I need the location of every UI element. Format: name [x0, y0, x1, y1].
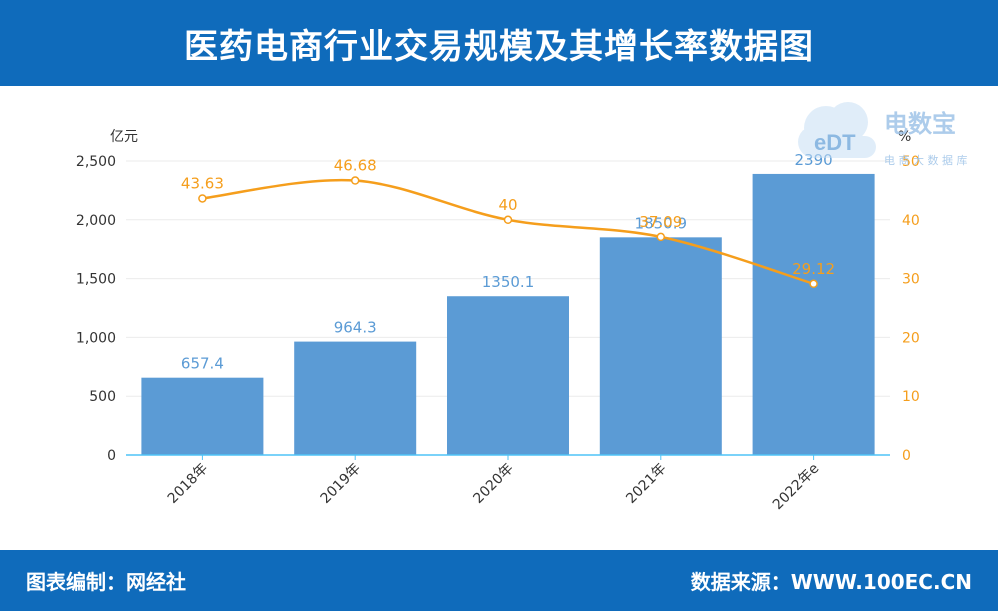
watermark-logo: eDT 电数宝 电 商 大 数 据 库 [798, 102, 967, 167]
x-tick-label: 2021年 [623, 461, 669, 507]
footer-credit: 图表编制：网经社 [26, 570, 186, 594]
page-title: 医药电商行业交易规模及其增长率数据图 [184, 26, 814, 67]
bar [752, 173, 875, 455]
y-right-tick-label: 30 [902, 272, 920, 288]
growth-rate-data-label: 37.09 [639, 213, 682, 231]
bar [294, 341, 417, 455]
growth-rate-data-label: 40 [498, 196, 517, 214]
y-right-tick-label: 50 [902, 154, 920, 170]
watermark-brand: 电数宝 [884, 110, 956, 138]
bar-data-label: 1350.1 [482, 273, 535, 291]
bar [447, 296, 569, 455]
watermark-logo-text: eDT [814, 130, 856, 155]
y-right-tick-label: 10 [902, 389, 920, 405]
x-tick-label: 2020年 [470, 461, 516, 507]
x-tick-label: 2019年 [318, 461, 364, 507]
header-bar: 医药电商行业交易规模及其增长率数据图 [0, 0, 998, 86]
growth-rate-point [198, 194, 207, 203]
y-right-tick-label: 0 [902, 448, 911, 464]
watermark-tagline: 电 商 大 数 据 库 [884, 153, 967, 167]
growth-rate-data-label: 29.12 [792, 260, 835, 278]
y-right-axis-title: % [898, 129, 911, 145]
footer-source: 数据来源：WWW.100EC.CN [690, 570, 972, 594]
growth-rate-point [350, 176, 360, 185]
y-left-tick-label: 1,000 [76, 330, 116, 346]
y-left-tick-label: 2,000 [76, 213, 116, 229]
y-left-tick-label: 1,500 [76, 272, 116, 288]
bar-data-label: 964.3 [334, 319, 377, 337]
chart: 0 500 1,000 1,500 2,000 2,500 0 10 20 30 40 50 亿元 % 20… [76, 129, 920, 514]
x-tick-label: 2018年 [165, 461, 211, 507]
growth-rate-data-label: 43.63 [181, 174, 224, 192]
growth-rate-data-label: 46.68 [334, 157, 377, 175]
y-left-tick-label: 500 [89, 389, 116, 405]
y-right-tick-label: 20 [902, 330, 920, 346]
cloud-icon [798, 102, 876, 158]
bar-data-label: 657.4 [181, 355, 224, 373]
bar [599, 237, 722, 455]
y-left-tick-label: 2,500 [76, 154, 116, 170]
growth-rate-point [503, 215, 513, 225]
y-right-tick-label: 40 [902, 213, 920, 229]
bar [141, 377, 264, 455]
footer-bar: 图表编制：网经社 数据来源：WWW.100EC.CN [0, 550, 998, 611]
y-left-tick-label: 0 [107, 448, 116, 464]
growth-rate-point [809, 279, 818, 289]
x-tick-label: 2022年e [770, 461, 823, 514]
bar-data-label: 1850.9 [635, 214, 688, 232]
growth-rate-point [656, 232, 666, 242]
y-left-axis-title: 亿元 [110, 129, 138, 145]
